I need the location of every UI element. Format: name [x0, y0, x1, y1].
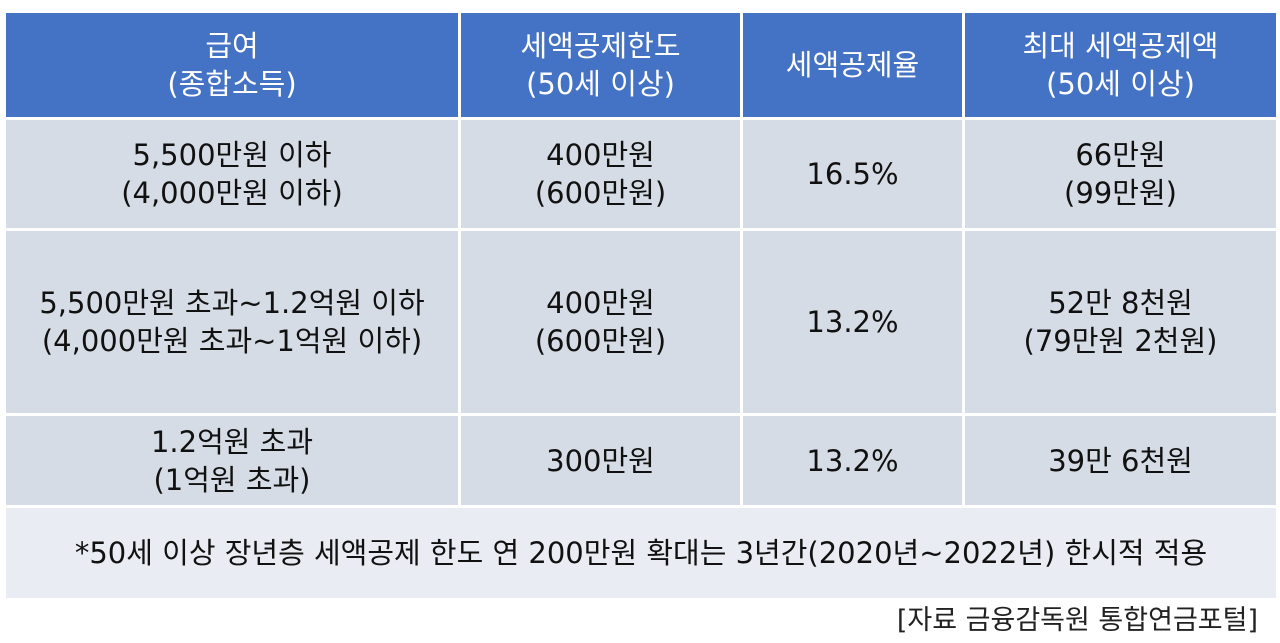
rate-value: 13.2% — [806, 305, 899, 339]
table-row: 5,500만원 이하 (4,000만원 이하) 400만원 (600만원) 16… — [3, 117, 1279, 231]
header-limit: 세액공제한도 (50세 이상) — [458, 10, 743, 120]
salary-cell: 5,500만원 초과~1.2억원 이하 (4,000만원 초과~1억원 이하) — [3, 228, 461, 416]
max-line-2: (99만원) — [1064, 176, 1177, 210]
header-salary: 급여 (종합소득) — [3, 10, 461, 120]
rate-cell: 13.2% — [740, 228, 965, 416]
header-max-line-2: (50세 이상) — [1046, 67, 1195, 101]
rate-value: 16.5% — [806, 157, 899, 191]
header-salary-line-1: 급여 — [205, 29, 259, 63]
limit-line-2: (600만원) — [534, 324, 667, 358]
note-row: *50세 이상 장년층 세액공제 한도 연 200만원 확대는 3년간(2020… — [3, 505, 1279, 601]
salary-line-2: (4,000만원 초과~1억원 이하) — [41, 324, 423, 358]
header-max-line-1: 최대 세액공제액 — [1022, 29, 1219, 63]
max-line-1: 66만원 — [1075, 138, 1166, 172]
header-rate: 세액공제율 — [740, 10, 965, 120]
max-line-1: 39만 6천원 — [1048, 443, 1193, 478]
salary-line-1: 1.2억원 초과 — [150, 424, 314, 459]
salary-cell: 1.2억원 초과 (1억원 초과) — [3, 413, 461, 508]
footnote: *50세 이상 장년층 세액공제 한도 연 200만원 확대는 3년간(2020… — [3, 505, 1279, 601]
header-max: 최대 세액공제액 (50세 이상) — [962, 10, 1279, 120]
limit-cell: 300만원 — [458, 413, 743, 508]
limit-line-1: 300만원 — [546, 443, 655, 478]
max-cell: 39만 6천원 — [962, 413, 1279, 508]
tax-credit-table: 급여 (종합소득) 세액공제한도 (50세 이상) 세액공제율 최대 세액공제액… — [3, 10, 1279, 601]
limit-line-1: 400만원 — [546, 286, 655, 320]
table-row: 1.2억원 초과 (1억원 초과) 300만원 13.2% 39만 6천원 — [3, 413, 1279, 508]
rate-cell: 16.5% — [740, 117, 965, 231]
max-cell: 66만원 (99만원) — [962, 117, 1279, 231]
source-caption: [자료 금융감독원 통합연금포털] — [896, 605, 1258, 636]
limit-cell: 400만원 (600만원) — [458, 117, 743, 231]
max-cell: 52만 8천원 (79만원 2천원) — [962, 228, 1279, 416]
max-line-1: 52만 8천원 — [1048, 286, 1193, 320]
header-limit-line-1: 세액공제한도 — [520, 29, 681, 63]
salary-line-2: (1억원 초과) — [153, 462, 311, 497]
max-line-2: (79만원 2천원) — [1023, 324, 1218, 358]
salary-cell: 5,500만원 이하 (4,000만원 이하) — [3, 117, 461, 231]
header-salary-line-2: (종합소득) — [167, 67, 297, 101]
limit-line-1: 400만원 — [546, 138, 655, 172]
salary-line-1: 5,500만원 초과~1.2억원 이하 — [39, 286, 425, 320]
header-limit-line-2: (50세 이상) — [526, 67, 675, 101]
table-header-row: 급여 (종합소득) 세액공제한도 (50세 이상) 세액공제율 최대 세액공제액… — [3, 10, 1279, 120]
table-row: 5,500만원 초과~1.2억원 이하 (4,000만원 초과~1억원 이하) … — [3, 228, 1279, 416]
tax-credit-table-container: 급여 (종합소득) 세액공제한도 (50세 이상) 세액공제율 최대 세액공제액… — [3, 10, 1279, 601]
limit-line-2: (600만원) — [534, 176, 667, 210]
salary-line-1: 5,500만원 이하 — [132, 138, 332, 172]
limit-cell: 400만원 (600만원) — [458, 228, 743, 416]
rate-value: 13.2% — [806, 443, 899, 478]
header-rate-line-1: 세액공제율 — [785, 48, 920, 82]
salary-line-2: (4,000만원 이하) — [121, 176, 343, 210]
rate-cell: 13.2% — [740, 413, 965, 508]
